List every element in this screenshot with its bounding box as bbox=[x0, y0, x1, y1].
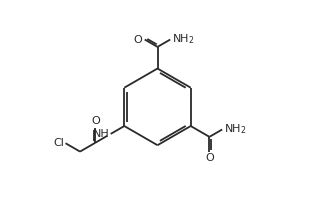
Text: O: O bbox=[134, 34, 142, 45]
Text: O: O bbox=[91, 116, 100, 127]
Text: Cl: Cl bbox=[53, 138, 64, 148]
Text: NH$_2$: NH$_2$ bbox=[224, 123, 246, 136]
Text: O: O bbox=[205, 153, 214, 163]
Text: NH$_2$: NH$_2$ bbox=[172, 32, 194, 46]
Text: NH: NH bbox=[93, 129, 110, 139]
